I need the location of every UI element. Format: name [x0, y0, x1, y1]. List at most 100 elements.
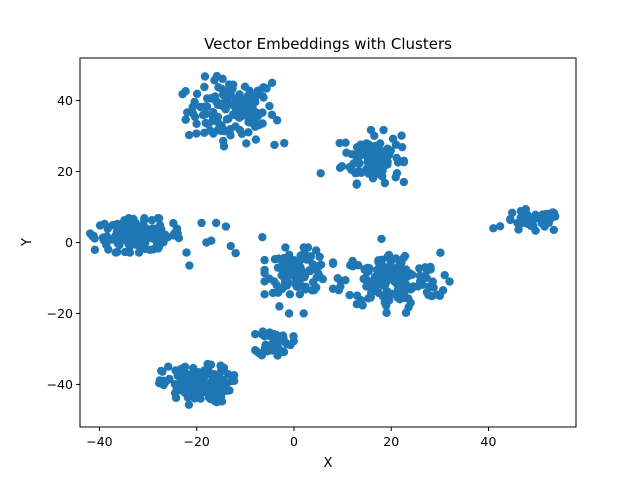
data-point-cluster-6	[387, 263, 397, 272]
data-point-cluster-1	[251, 97, 260, 107]
data-point-cluster-5	[260, 255, 269, 265]
data-point-cluster-8	[206, 360, 216, 369]
data-point-cluster-2	[380, 178, 390, 188]
data-point-cluster-6	[383, 295, 392, 304]
data-point-cluster-1	[255, 120, 264, 130]
data-point-outlier	[231, 248, 240, 258]
data-point-cluster-2	[397, 131, 406, 140]
data-point-cluster-4	[549, 208, 559, 218]
data-point-cluster-3	[90, 245, 100, 255]
data-point-cluster-4	[525, 218, 535, 228]
data-point-cluster-4	[531, 226, 540, 235]
data-point-cluster-6	[380, 276, 390, 285]
data-point-cluster-3	[114, 231, 124, 240]
data-point-cluster-6	[397, 273, 406, 283]
data-point-cluster-3	[147, 215, 157, 225]
data-point-cluster-6	[388, 272, 397, 281]
data-point-cluster-8	[174, 372, 184, 381]
data-point-cluster-6	[345, 290, 354, 300]
data-point-cluster-1	[235, 125, 245, 135]
data-point-cluster-6	[415, 277, 425, 286]
data-point-cluster-1	[200, 82, 209, 92]
data-point-cluster-8	[221, 380, 231, 390]
data-point-outlier	[352, 291, 362, 300]
data-point-outlier	[267, 78, 277, 88]
data-point-cluster-1	[251, 135, 261, 144]
data-point-cluster-3	[140, 215, 149, 225]
data-point-cluster-3	[154, 244, 163, 253]
data-point-cluster-6	[384, 250, 394, 260]
data-point-cluster-2	[391, 173, 400, 182]
data-point-cluster-1	[210, 76, 219, 85]
data-point-cluster-6	[377, 260, 386, 269]
data-point-outlier	[272, 287, 282, 297]
data-point-cluster-8	[209, 382, 218, 391]
data-point-outlier	[421, 263, 430, 272]
data-point-cluster-6	[373, 277, 383, 287]
data-point-cluster-2	[364, 142, 373, 151]
data-point-cluster-8	[200, 370, 210, 379]
data-point-cluster-4	[495, 222, 505, 231]
data-point-cluster-8	[200, 378, 209, 387]
data-point-cluster-8	[212, 390, 221, 399]
data-point-cluster-2	[391, 140, 401, 149]
data-point-outlier	[284, 309, 294, 318]
data-point-cluster-5	[307, 286, 317, 295]
data-point-cluster-8	[183, 393, 192, 402]
data-point-outlier	[406, 298, 415, 308]
data-point-cluster-2	[374, 151, 383, 161]
data-point-cluster-2	[378, 172, 387, 181]
data-point-cluster-1	[248, 103, 258, 113]
data-point-cluster-8	[165, 374, 174, 384]
data-point-cluster-5	[301, 285, 310, 294]
data-point-cluster-2	[337, 162, 347, 171]
data-point-outlier	[299, 309, 308, 318]
data-point-cluster-3	[113, 247, 122, 257]
data-point-cluster-3	[173, 229, 182, 238]
data-point-cluster-6	[408, 270, 417, 279]
data-point-cluster-3	[155, 221, 165, 230]
y-tick-label: 40	[57, 93, 73, 108]
data-point-cluster-5	[283, 263, 293, 273]
data-point-cluster-6	[382, 308, 391, 317]
data-point-cluster-7	[260, 343, 270, 353]
y-axis-label: Y	[20, 238, 35, 247]
data-point-cluster-1	[244, 128, 253, 137]
x-axis-label: X	[324, 456, 333, 471]
x-tick-label: 40	[481, 434, 497, 449]
data-point-cluster-5	[260, 290, 269, 299]
data-point-cluster-1	[192, 119, 201, 128]
data-point-cluster-8	[156, 366, 166, 376]
data-point-cluster-6	[393, 293, 402, 302]
data-point-cluster-6	[362, 282, 371, 291]
data-point-cluster-1	[259, 83, 268, 92]
data-point-cluster-1	[192, 89, 202, 99]
data-point-cluster-2	[357, 168, 366, 178]
data-point-outlier	[316, 169, 325, 178]
data-point-cluster-6	[333, 274, 342, 283]
data-point-cluster-3	[182, 248, 191, 257]
data-point-cluster-4	[513, 218, 522, 228]
data-point-cluster-2	[355, 152, 364, 161]
data-point-cluster-5	[272, 280, 281, 290]
data-point-outlier	[280, 138, 289, 148]
data-point-cluster-8	[216, 367, 225, 376]
data-point-cluster-3	[133, 227, 143, 237]
scatter-points	[86, 71, 560, 409]
data-point-cluster-5	[265, 274, 274, 283]
data-point-cluster-3	[88, 231, 97, 241]
data-point-outlier	[489, 224, 498, 233]
data-point-cluster-5	[311, 246, 321, 255]
data-point-cluster-1	[201, 109, 211, 119]
y-tick-label: 20	[57, 164, 73, 179]
data-point-cluster-8	[229, 370, 239, 380]
data-point-cluster-2	[347, 150, 357, 159]
data-point-cluster-4	[542, 212, 551, 222]
data-point-cluster-6	[424, 290, 433, 300]
data-point-cluster-5	[315, 272, 325, 282]
data-point-cluster-7	[251, 329, 260, 339]
data-point-cluster-6	[400, 251, 410, 261]
data-point-cluster-6	[425, 282, 434, 291]
data-point-cluster-2	[364, 150, 374, 159]
data-point-cluster-4	[506, 214, 515, 224]
